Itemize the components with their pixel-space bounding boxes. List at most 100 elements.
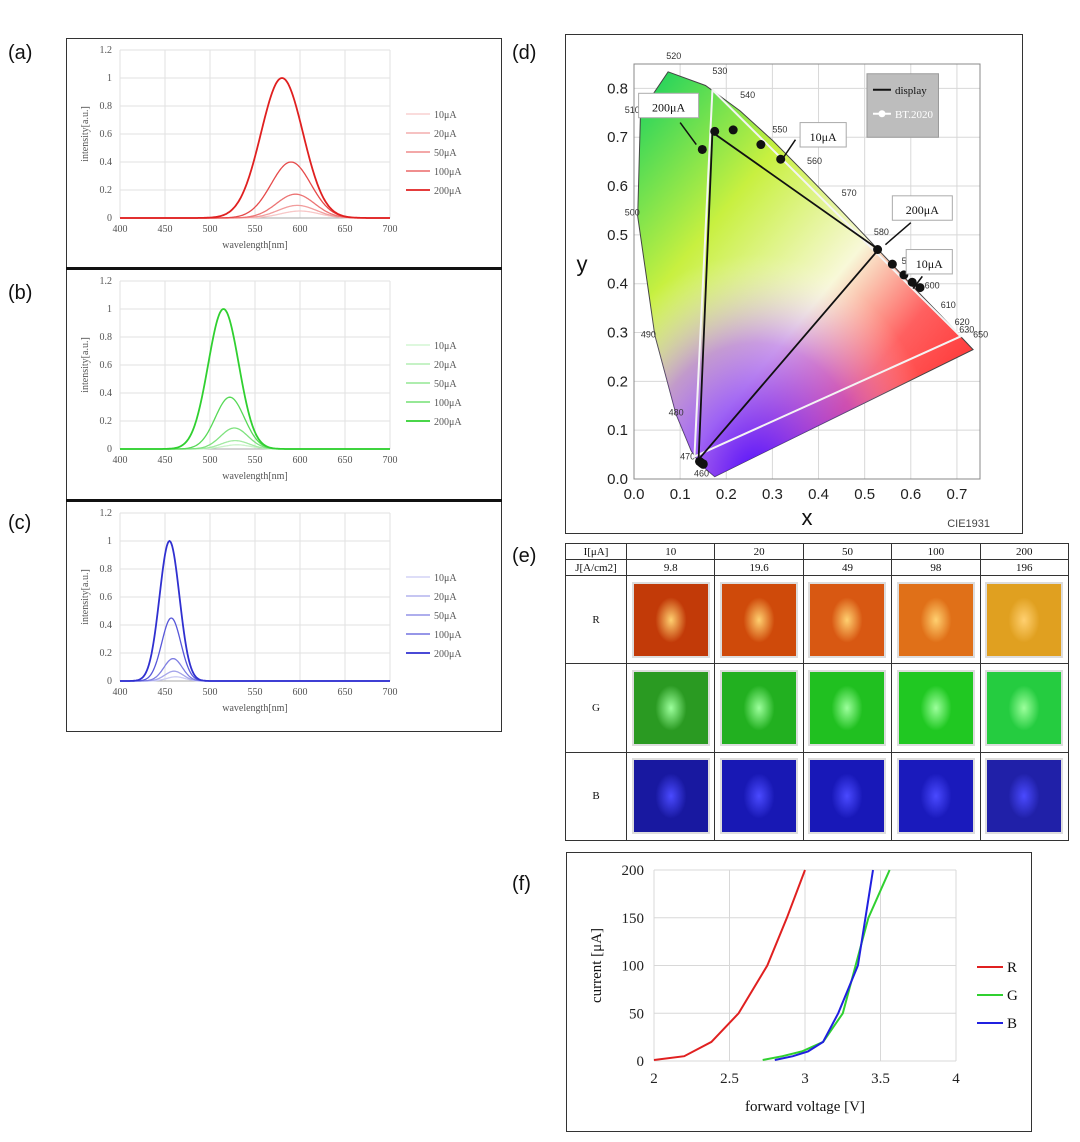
y-tick-label: 0.8	[607, 80, 628, 97]
panel-label-b: (b)	[8, 282, 33, 304]
locus-wavelength-label: 490	[641, 329, 656, 339]
annotation-box	[905, 249, 953, 275]
y-tick-label: 1	[107, 304, 112, 315]
x-axis-label: forward voltage [V]	[745, 1099, 865, 1115]
x-tick-label: 700	[383, 455, 398, 466]
y-tick-label: 0.4	[607, 276, 628, 293]
iv-series-R	[653, 869, 806, 1061]
emission-image-swatch	[720, 669, 799, 746]
y-tick-label: 0	[637, 1054, 645, 1070]
table-cell-J: 196	[979, 559, 1070, 576]
y-tick-label: 1.2	[100, 45, 113, 56]
x-tick-label: 600	[293, 687, 308, 698]
locus-wavelength-label: 630	[959, 325, 974, 335]
locus-wavelength-label: 620	[955, 317, 970, 327]
emission-image-table: I[μA] 10 20 50 100 200 J[A/cm2] 9.8 19.6…	[565, 543, 1070, 842]
y-tick-label: 200	[622, 863, 645, 879]
emission-image-swatch	[985, 758, 1064, 835]
x-tick-label: 3.5	[871, 1071, 890, 1087]
emission-image-swatch	[808, 669, 887, 746]
legend-entry: 200μA	[434, 649, 462, 660]
x-tick-label: 700	[383, 687, 398, 698]
legend-entry: 20μA	[434, 129, 457, 140]
emission-image-swatch	[808, 758, 887, 835]
x-tick-label: 550	[248, 224, 263, 235]
y-tick-label: 100	[622, 959, 645, 975]
chromaticity-point	[756, 140, 766, 150]
y-axis-label: current [μA]	[589, 928, 605, 1003]
legend-entry: 100μA	[434, 398, 462, 409]
spectra-divider-1	[66, 267, 502, 270]
x-tick-label: 0.0	[624, 486, 645, 503]
y-tick-label: 1	[107, 73, 112, 84]
emission-image-swatch	[896, 758, 975, 835]
table-cell-J: 49	[802, 559, 893, 576]
spectrum-chart-a: 400 450 500 550 600 650 700 0 0.2 0.4 0.6 0.8 1 1.2 wa…	[80, 45, 462, 251]
table-cell-J: 19.6	[714, 559, 804, 576]
legend-entry: 20μA	[434, 592, 457, 603]
y-tick-label: 0.1	[607, 422, 628, 439]
table-cell-J: 9.8	[625, 559, 716, 576]
table-cell-I: 20	[714, 543, 804, 560]
y-tick-label: 0.8	[100, 332, 113, 343]
spectra-divider-2	[66, 499, 502, 502]
table-row-G: G	[565, 663, 1070, 753]
locus-wavelength-label: 600	[925, 281, 940, 291]
emission-image-swatch	[985, 669, 1064, 746]
x-tick-label: 550	[248, 455, 263, 466]
legend-entry: 100μA	[434, 630, 462, 641]
emission-image-swatch	[896, 669, 975, 746]
x-tick-label: 650	[338, 224, 353, 235]
y-tick-label: 0.5	[607, 227, 628, 244]
annotation-box	[638, 92, 700, 119]
legend-box	[866, 73, 939, 138]
x-tick-label: 650	[338, 455, 353, 466]
annotation-label: 10μA	[810, 130, 837, 144]
spectrum-chart-c: 400 450 500 550 600 650 700 0 0.2 0.4 0.6 0.8 1 1.2 wa…	[80, 508, 462, 714]
locus-wavelength-label: 540	[740, 90, 755, 100]
legend-entry: 20μA	[434, 360, 457, 371]
x-tick-label: 0.1	[670, 486, 691, 503]
plot-border	[633, 63, 981, 480]
chromaticity-point	[710, 126, 720, 136]
x-tick-label: 650	[338, 687, 353, 698]
x-tick-label: 400	[113, 455, 128, 466]
locus-wavelength-label: 650	[973, 329, 988, 339]
chromaticity-point	[873, 245, 883, 255]
locus-wavelength-label: 610	[941, 300, 956, 310]
legend-entry: R	[1007, 960, 1017, 976]
x-tick-label: 600	[293, 455, 308, 466]
x-tick-label: 450	[158, 687, 173, 698]
chromaticity-point	[776, 154, 786, 164]
x-axis-label: wavelength[nm]	[222, 240, 288, 251]
x-tick-label: 0.7	[947, 486, 968, 503]
y-axis-label: intensity[a.u.]	[80, 337, 91, 393]
legend-entry: display	[895, 85, 927, 97]
y-tick-label: 0.2	[607, 373, 628, 390]
x-tick-label: 400	[113, 687, 128, 698]
y-axis-label: intensity[a.u.]	[80, 106, 91, 162]
table-row-label: G	[565, 663, 627, 753]
locus-wavelength-label: 580	[874, 227, 889, 237]
legend-entry: 200μA	[434, 186, 462, 197]
x-tick-label: 600	[293, 224, 308, 235]
locus-wavelength-label: 500	[625, 207, 640, 217]
emission-image-swatch	[631, 669, 710, 746]
legend-entry: 200μA	[434, 417, 462, 428]
spectra-frame	[66, 38, 502, 732]
y-axis-label: intensity[a.u.]	[80, 569, 91, 625]
annotation-label: 10μA	[916, 257, 943, 271]
x-tick-label: 450	[158, 224, 173, 235]
locus-wavelength-label: 460	[694, 469, 709, 479]
y-axis-label: y	[577, 252, 588, 277]
x-tick-label: 2.5	[720, 1071, 739, 1087]
y-tick-label: 0	[107, 444, 112, 455]
legend-entry: 10μA	[434, 573, 457, 584]
annotation-arrow	[912, 275, 923, 290]
y-tick-label: 1.2	[100, 276, 113, 287]
emission-image-swatch	[631, 758, 710, 835]
bt2020-triangle	[693, 87, 963, 459]
table-cell-I: 100	[891, 543, 981, 560]
x-tick-label: 500	[203, 455, 218, 466]
table-row-B: B	[565, 751, 1070, 842]
